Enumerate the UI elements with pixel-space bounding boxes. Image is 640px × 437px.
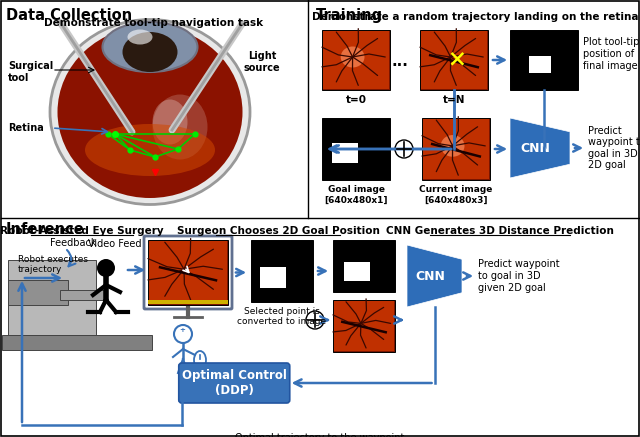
Text: CNN Generates 3D Distance Prediction: CNN Generates 3D Distance Prediction: [386, 226, 614, 236]
Ellipse shape: [50, 20, 250, 205]
Ellipse shape: [85, 124, 215, 176]
Text: Predict
waypoint to
goal in 3D given
2D goal: Predict waypoint to goal in 3D given 2D …: [588, 125, 640, 170]
Text: Feedback: Feedback: [50, 238, 96, 248]
Ellipse shape: [102, 22, 198, 72]
Bar: [251, 240, 313, 302]
Bar: [422, 118, 490, 180]
Bar: [510, 30, 578, 90]
Text: t=0: t=0: [346, 95, 367, 105]
Text: Light
source: Light source: [244, 51, 280, 73]
FancyBboxPatch shape: [179, 363, 290, 403]
Bar: [2, 335, 152, 350]
Bar: [420, 30, 488, 90]
Bar: [344, 262, 370, 281]
Text: +: +: [179, 327, 185, 333]
Bar: [149, 241, 227, 304]
Text: Training: Training: [316, 8, 383, 23]
Bar: [423, 119, 489, 179]
Text: Optimal Control
(DDP): Optimal Control (DDP): [182, 369, 287, 397]
Bar: [148, 300, 228, 304]
Text: Current image
[640x480x3]: Current image [640x480x3]: [419, 185, 493, 205]
Text: CNN: CNN: [520, 142, 550, 155]
Bar: [421, 31, 487, 89]
FancyArrowPatch shape: [67, 250, 76, 266]
Text: ...: ...: [392, 55, 408, 69]
Bar: [8, 260, 96, 335]
Polygon shape: [407, 245, 462, 307]
Bar: [148, 240, 228, 305]
Bar: [529, 56, 551, 73]
Bar: [8, 280, 68, 305]
Text: Demonstrate tool-tip navigation task: Demonstrate tool-tip navigation task: [44, 18, 264, 28]
Circle shape: [395, 140, 413, 158]
Text: Predict waypoint
to goal in 3D
given 2D goal: Predict waypoint to goal in 3D given 2D …: [478, 260, 559, 293]
Bar: [332, 143, 358, 163]
Bar: [333, 300, 395, 352]
Text: Video Feed: Video Feed: [88, 239, 141, 249]
Text: Robot-Assisted Eye Surgery: Robot-Assisted Eye Surgery: [0, 226, 164, 236]
Text: Selected point is
converted to image: Selected point is converted to image: [237, 307, 326, 326]
Text: Data Collection: Data Collection: [6, 8, 132, 23]
Ellipse shape: [152, 94, 207, 160]
Bar: [322, 30, 390, 90]
Ellipse shape: [58, 26, 243, 198]
Ellipse shape: [441, 135, 465, 157]
Bar: [323, 31, 389, 89]
Ellipse shape: [122, 32, 177, 72]
Text: Robot executes
trajectory: Robot executes trajectory: [18, 255, 88, 274]
Text: Retina: Retina: [8, 123, 44, 133]
Text: Surgical
tool: Surgical tool: [8, 61, 53, 83]
Bar: [334, 301, 394, 351]
Circle shape: [97, 259, 115, 277]
Text: Optimal trajectory to the waypoint: Optimal trajectory to the waypoint: [236, 433, 404, 437]
Ellipse shape: [340, 46, 365, 67]
Ellipse shape: [127, 30, 152, 45]
Polygon shape: [510, 118, 570, 178]
Text: Inference: Inference: [6, 222, 84, 237]
Text: CNN: CNN: [415, 270, 445, 282]
Text: Plot tool-tip
position of
final image: Plot tool-tip position of final image: [583, 38, 639, 71]
Text: Demonstrate a random trajectory landing on the retina: Demonstrate a random trajectory landing …: [312, 12, 638, 22]
Bar: [333, 240, 395, 292]
Circle shape: [306, 311, 324, 329]
Bar: [60, 290, 105, 300]
Text: Surgeon Chooses 2D Goal Position: Surgeon Chooses 2D Goal Position: [177, 226, 380, 236]
Bar: [260, 267, 286, 288]
Text: t=N: t=N: [443, 95, 465, 105]
Ellipse shape: [152, 100, 188, 145]
Bar: [322, 118, 390, 180]
Text: Goal image
[640x480x1]: Goal image [640x480x1]: [324, 185, 388, 205]
